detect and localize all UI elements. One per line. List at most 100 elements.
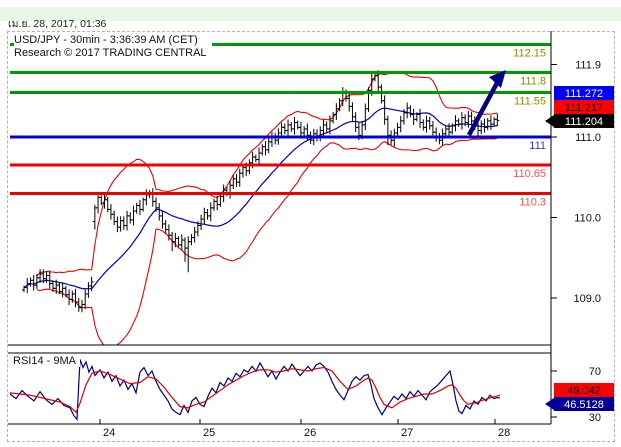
- header-strip: เม.ย. 28, 2017, 01:36: [0, 7, 621, 30]
- ohlc-bar: [179, 234, 184, 251]
- ohlc-bar: [237, 168, 242, 187]
- price-tick-label: 109.0: [573, 293, 601, 305]
- ohlc-bar: [434, 127, 439, 142]
- badge-pointer: [545, 398, 554, 410]
- ohlc-bar: [286, 119, 291, 136]
- ohlc-bar: [105, 196, 110, 213]
- research-credit: Research © 2017 TRADING CENTRAL: [14, 47, 207, 59]
- ohlc-bar: [128, 212, 133, 224]
- ohlc-bar: [96, 191, 101, 214]
- chart-title: USD/JPY - 30min - 3:36:39 AM (CET) Resea…: [14, 34, 212, 61]
- day-label: 28: [498, 427, 510, 439]
- ohlc-bar: [408, 105, 413, 118]
- rsi-panel-label: RSI14 - 9MA: [13, 355, 80, 367]
- day-label: 26: [304, 427, 316, 439]
- ohlc-bar: [25, 277, 30, 294]
- ohlc-bar: [134, 202, 139, 214]
- ohlc-bar: [459, 112, 464, 130]
- level-label-111.55: 111.55: [514, 96, 546, 108]
- level-label-111.8: 111.8: [520, 76, 546, 88]
- price-candles: [22, 70, 500, 313]
- ohlc-bar: [86, 281, 91, 298]
- forecast-arrow: [467, 70, 506, 137]
- ohlc-bar: [99, 195, 104, 206]
- badge-pointer: [545, 115, 554, 127]
- ohlc-bar: [418, 108, 423, 129]
- ohlc-bar: [89, 276, 94, 292]
- ohlc-bar: [488, 115, 493, 130]
- svg-text:111.217: 111.217: [565, 102, 603, 114]
- ohlc-bar: [79, 299, 84, 313]
- ohlc-bar: [257, 147, 262, 166]
- arrow-shaft: [467, 81, 499, 137]
- ohlc-bar: [260, 144, 265, 156]
- svg-text:111.272: 111.272: [565, 88, 603, 100]
- svg-text:111.204: 111.204: [565, 116, 603, 128]
- ohlc-bar: [108, 204, 113, 220]
- ohlc-bar: [382, 95, 387, 125]
- ohlc-bar: [163, 219, 168, 234]
- ohlc-bar: [47, 270, 52, 289]
- chart-border: [7, 31, 615, 442]
- ohlc-bar: [63, 285, 68, 298]
- ohlc-bar: [456, 118, 461, 127]
- ohlc-bar: [318, 126, 323, 142]
- ohlc-bar: [302, 126, 307, 136]
- ohlc-bar: [160, 211, 165, 229]
- level-label-110.3: 110.3: [519, 196, 546, 208]
- ohlc-bar: [234, 174, 239, 187]
- ohlc-bar: [115, 216, 120, 233]
- ohlc-bar: [211, 198, 216, 211]
- bollinger-lower-band: [36, 137, 498, 345]
- ohlc-bar: [125, 210, 130, 231]
- chart-date: เม.ย. 28, 2017, 01:36: [8, 18, 107, 30]
- ohlc-bar: [411, 108, 416, 125]
- svg-text:46.5128: 46.5128: [564, 399, 604, 411]
- ohlc-bar: [427, 116, 432, 130]
- bollinger-upper-band: [36, 71, 498, 277]
- ohlc-bar: [453, 115, 458, 132]
- price-badge-111.272: 111.272: [554, 86, 614, 100]
- day-label: 25: [203, 427, 215, 439]
- ohlc-bar: [395, 122, 400, 138]
- ohlc-bar: [295, 120, 300, 130]
- ohlc-bar: [269, 131, 274, 147]
- arrow-head: [489, 70, 506, 88]
- rsi-tick-label: 70: [589, 366, 601, 378]
- ohlc-bar: [485, 118, 490, 131]
- ohlc-bar: [443, 125, 448, 138]
- ohlc-bar: [424, 115, 429, 133]
- day-label: 24: [103, 427, 115, 439]
- ohlc-bar: [137, 199, 142, 216]
- ohlc-bar: [430, 120, 435, 137]
- support-resistance-levels: 112.15 111.8 111.55 111 110.65 110.3: [10, 42, 551, 208]
- price-tick-label: 111.0: [575, 132, 601, 144]
- axes: 111.9 111.0 110.0 109.0 70 30 24 25 26 27 28: [8, 31, 601, 439]
- ohlc-bar: [405, 102, 410, 119]
- ohlc-bar: [466, 110, 471, 128]
- day-label: 27: [401, 427, 413, 439]
- ohlc-bar: [273, 132, 278, 145]
- ohlc-bar: [205, 208, 210, 220]
- ohlc-bar: [215, 195, 220, 211]
- ohlc-bar: [31, 274, 36, 291]
- ohlc-bar: [189, 234, 194, 246]
- ohlc-bar: [482, 118, 487, 133]
- rsi-badge-49.042: 49.042: [554, 383, 614, 397]
- ohlc-bar: [350, 102, 355, 121]
- rsi-tick-label: 30: [589, 412, 601, 424]
- ohlc-bar: [292, 116, 297, 135]
- rsi-ma-line: [9, 366, 501, 414]
- ohlc-bar: [263, 141, 268, 156]
- ohlc-bar: [289, 121, 294, 132]
- ohlc-bar: [131, 205, 136, 226]
- ohlc-bar: [121, 216, 126, 230]
- moving-average-line: [23, 107, 498, 290]
- ohlc-bar: [183, 237, 187, 262]
- ohlc-bar: [247, 159, 252, 175]
- ohlc-bar: [266, 138, 271, 154]
- level-label-110.65: 110.65: [513, 168, 546, 180]
- level-label-112.15: 112.15: [513, 47, 546, 59]
- price-tick-label: 110.0: [574, 213, 601, 225]
